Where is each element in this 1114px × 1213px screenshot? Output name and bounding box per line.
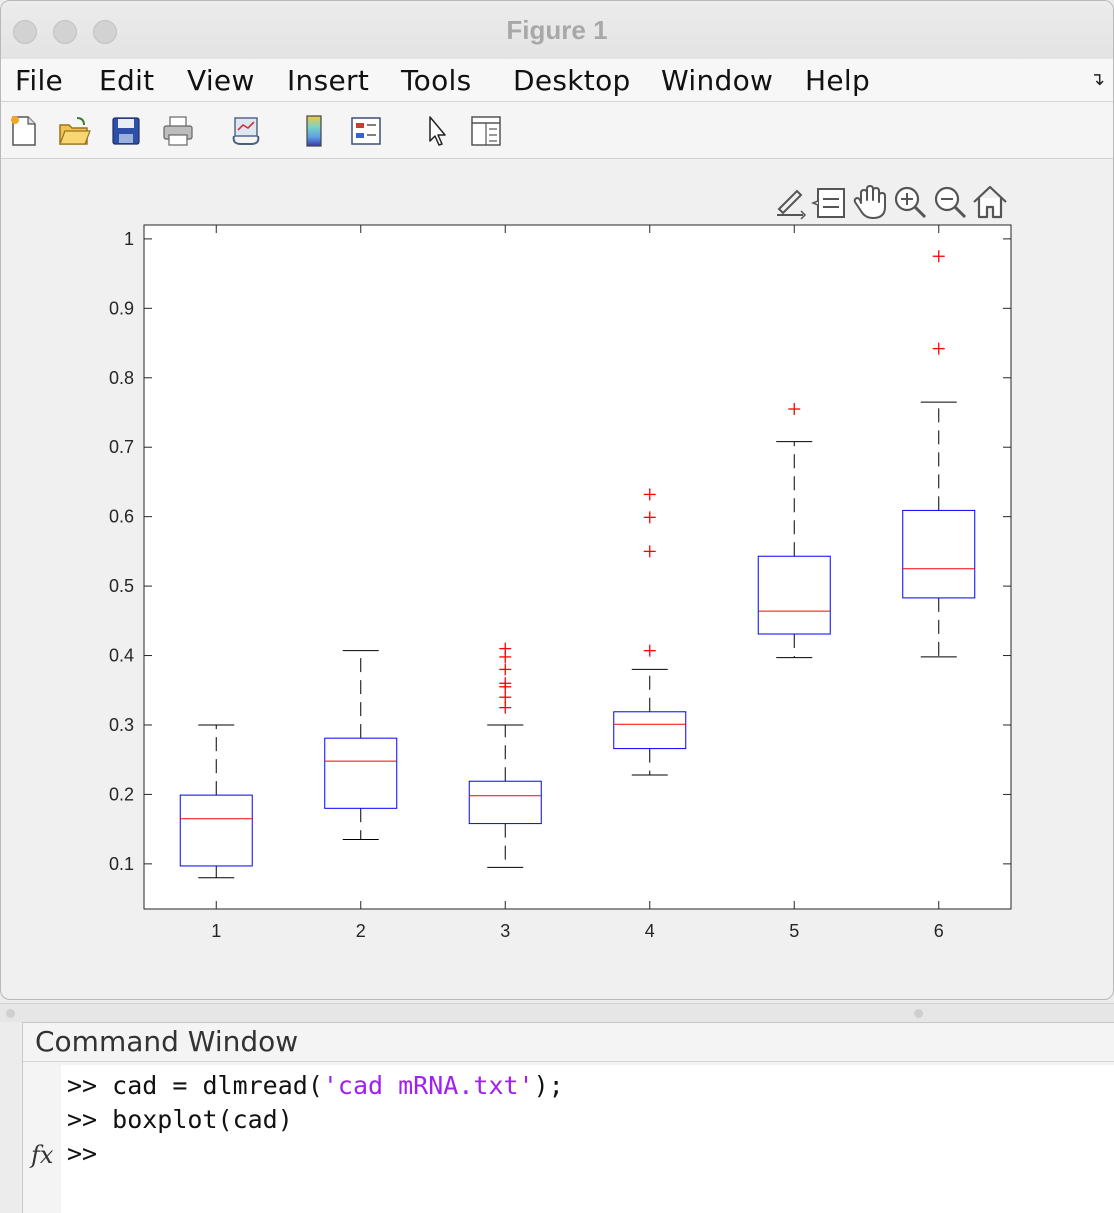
save-icon[interactable] <box>109 114 143 148</box>
boxplot-figure: 0.1 0.2 0.3 0.4 0.5 0.6 0.7 0.8 0.9 1 1 2 3 4 5 6 <box>109 224 1012 941</box>
menu-file[interactable]: File <box>15 64 64 97</box>
box <box>613 711 687 750</box>
box-group-2[interactable] <box>324 650 398 841</box>
panel-splitter[interactable] <box>0 1003 1114 1022</box>
command-prompt-current[interactable]: >> <box>67 1139 112 1168</box>
outlier-marker <box>643 488 656 501</box>
outlier-marker <box>932 250 945 263</box>
print-icon[interactable] <box>161 114 195 148</box>
x-tick-label: 4 <box>645 921 655 941</box>
minimize-window-button[interactable] <box>53 20 77 44</box>
outlier-marker <box>643 511 656 524</box>
zoom-out-icon[interactable] <box>931 183 969 221</box>
zoom-window-button[interactable] <box>93 20 117 44</box>
x-tick-label: 3 <box>500 921 510 941</box>
close-window-button[interactable] <box>13 20 37 44</box>
prompt: >> <box>67 1071 113 1100</box>
x-tick-label: 2 <box>356 921 366 941</box>
divider <box>23 1061 1114 1062</box>
box <box>902 509 976 599</box>
y-tick-label: 0.8 <box>109 368 134 388</box>
fx-function-browser-icon[interactable]: fx <box>31 1141 54 1169</box>
outlier-marker <box>499 663 512 676</box>
menu-insert[interactable]: Insert <box>287 64 370 97</box>
outlier-marker <box>499 701 512 714</box>
figure-toolbar <box>1 101 1113 159</box>
box <box>179 794 253 867</box>
code: boxplot(cad) <box>112 1105 293 1134</box>
code: ); <box>533 1071 564 1100</box>
outlier-marker <box>788 403 801 416</box>
splitter-handle-right[interactable] <box>914 1009 923 1018</box>
command-line: >> boxplot(cad) <box>67 1105 293 1134</box>
x-tick-label: 1 <box>211 921 221 941</box>
colorbar-icon[interactable] <box>297 114 331 148</box>
y-tick-label: 0.4 <box>109 646 134 666</box>
y-tick-label: 0.3 <box>109 715 134 735</box>
y-tick-label: 0.7 <box>109 437 134 457</box>
link-plot-icon[interactable] <box>229 114 263 148</box>
command-line: >> cad = dlmread('cad mRNA.txt'); <box>67 1071 564 1100</box>
y-tick-label: 0.6 <box>109 507 134 527</box>
menu-view[interactable]: View <box>187 64 255 97</box>
edit-plot-pointer-icon[interactable] <box>421 114 455 148</box>
ticks-layer: 0.1 0.2 0.3 0.4 0.5 0.6 0.7 0.8 0.9 1 1 2 3 4 5 6 <box>109 225 1011 941</box>
menu-window[interactable]: Window <box>661 64 774 97</box>
command-window: Command Window fx >> cad = dlmread('cad … <box>22 1022 1114 1213</box>
data-tips-icon[interactable] <box>811 183 849 221</box>
box-group-4[interactable] <box>613 488 687 776</box>
outlier-marker <box>643 644 656 657</box>
x-tick-label: 5 <box>789 921 799 941</box>
new-figure-icon[interactable] <box>7 114 41 148</box>
y-tick-label: 0.5 <box>109 576 134 596</box>
axes-frame[interactable] <box>143 224 1012 910</box>
prompt: >> <box>67 1139 113 1168</box>
box <box>468 780 542 825</box>
pan-hand-icon[interactable] <box>851 183 889 221</box>
outlier-marker <box>643 545 656 558</box>
menu-edit[interactable]: Edit <box>99 64 155 97</box>
zoom-in-icon[interactable] <box>891 183 929 221</box>
x-tick-label: 6 <box>934 921 944 941</box>
box <box>324 737 398 809</box>
box-group-3[interactable] <box>468 642 542 868</box>
outlier-marker <box>499 680 512 693</box>
export-icon[interactable] <box>771 183 809 221</box>
menu-bar: File Edit View Insert Tools Desktop Wind… <box>1 59 1113 101</box>
menu-help[interactable]: Help <box>805 64 871 97</box>
menu-overflow-icon[interactable]: ↴ <box>1089 69 1105 89</box>
legend-icon[interactable] <box>349 114 383 148</box>
property-inspector-icon[interactable] <box>469 114 503 148</box>
y-tick-label: 0.2 <box>109 784 134 804</box>
outlier-marker <box>499 650 512 663</box>
box-group-6[interactable] <box>902 250 976 658</box>
splitter-handle-left[interactable] <box>6 1009 15 1018</box>
title-bar[interactable]: Figure 1 <box>1 1 1113 59</box>
window-title: Figure 1 <box>506 15 608 45</box>
open-file-icon[interactable] <box>57 114 91 148</box>
prompt: >> <box>67 1105 113 1134</box>
y-tick-label: 0.9 <box>109 298 134 318</box>
boxes-layer <box>179 250 976 879</box>
outlier-marker <box>932 342 945 355</box>
y-tick-label: 0.1 <box>109 854 134 874</box>
command-window-title: Command Window <box>35 1025 299 1058</box>
string-literal: 'cad mRNA.txt' <box>322 1071 534 1100</box>
figure-window: Figure 1 File Edit View Insert Tools Des… <box>0 0 1114 1000</box>
box-group-5[interactable] <box>757 403 831 659</box>
box <box>757 555 831 635</box>
code: cad = dlmread( <box>112 1071 323 1100</box>
box-group-1[interactable] <box>179 724 253 879</box>
axes-toolbar <box>771 183 1011 223</box>
menu-desktop[interactable]: Desktop <box>513 64 631 97</box>
menu-tools[interactable]: Tools <box>401 64 472 97</box>
outlier-marker <box>499 691 512 704</box>
command-window-text-area[interactable]: >> cad = dlmread('cad mRNA.txt'); >> box… <box>61 1065 1114 1213</box>
restore-view-home-icon[interactable] <box>971 183 1009 221</box>
y-tick-label: 1 <box>124 229 134 249</box>
